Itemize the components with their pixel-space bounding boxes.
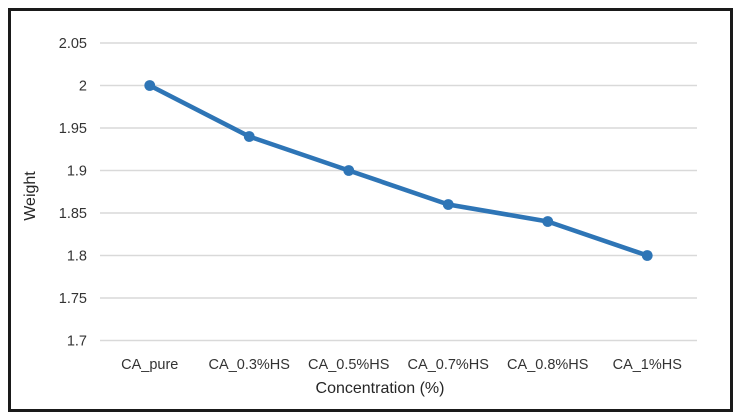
y-tick-label: 2 <box>79 79 87 95</box>
y-tick-label: 1.8 <box>67 249 87 265</box>
data-point-marker <box>641 250 653 261</box>
data-point-marker <box>542 216 554 227</box>
x-tick-label: CA_0.7%HS <box>408 357 489 373</box>
x-axis-title: Concentration (%) <box>315 380 445 397</box>
data-point-marker <box>144 80 156 91</box>
x-tick-label: CA_0.5%HS <box>308 357 389 373</box>
data-point-marker <box>243 131 255 142</box>
y-axis-title: Weight <box>22 171 39 221</box>
y-tick-label: 1.95 <box>59 121 87 137</box>
series-line <box>147 83 650 258</box>
y-tick-label: 1.9 <box>67 164 87 180</box>
x-tick-label: CA_0.8%HS <box>507 357 588 373</box>
y-tick-label: 2.05 <box>59 36 87 52</box>
x-tick-label: CA_1%HS <box>613 357 682 373</box>
y-tick-label: 1.85 <box>59 206 87 222</box>
y-tick-label: 1.75 <box>59 291 87 307</box>
x-tick-label: CA_0.3%HS <box>209 357 290 373</box>
data-point-marker <box>343 165 355 176</box>
x-tick-label: CA_pure <box>121 357 178 373</box>
data-point-marker <box>442 199 454 210</box>
y-tick-label: 1.7 <box>67 334 87 350</box>
